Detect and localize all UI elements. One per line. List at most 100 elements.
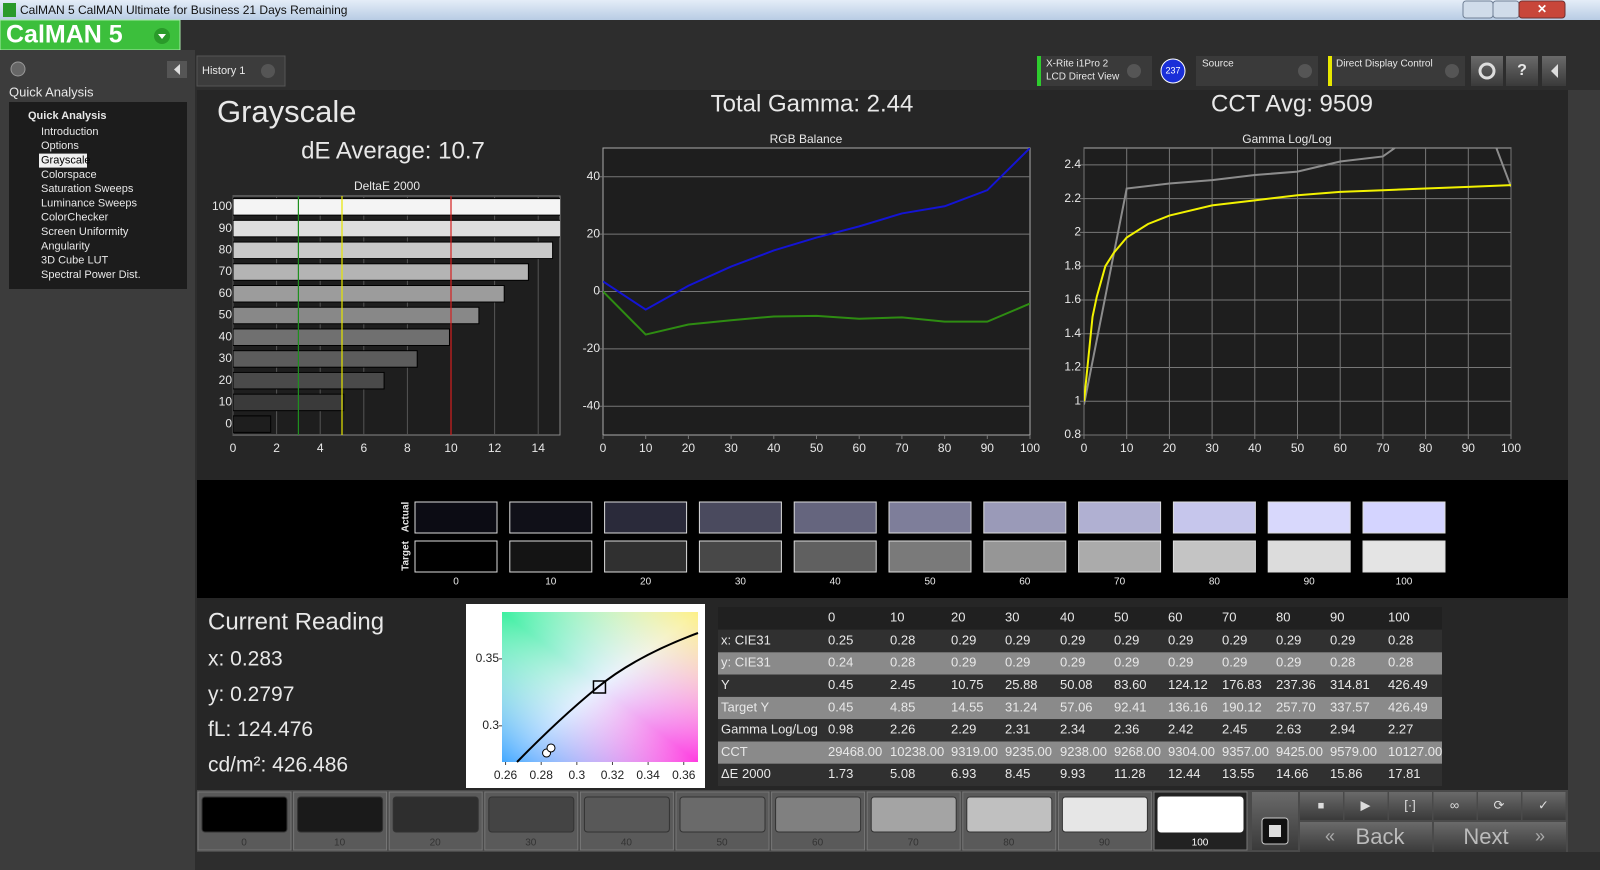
tree-item[interactable]: ColorChecker [41, 212, 109, 224]
control-button[interactable] [1300, 792, 1343, 820]
table-cell: 0.29 [1222, 632, 1247, 647]
x-tick-label: 14 [532, 441, 546, 455]
tree-item[interactable]: Options [41, 140, 79, 152]
x-tick-label: 0 [1081, 441, 1088, 455]
x-tick-label: 90 [981, 441, 995, 455]
add-tab[interactable] [261, 64, 275, 78]
control-icon: ✓ [1538, 797, 1549, 812]
control-button[interactable] [1344, 792, 1388, 820]
table-row [718, 719, 1442, 742]
table-cell: 9357.00 [1222, 744, 1269, 759]
control-button[interactable] [1433, 792, 1477, 820]
gear-icon [1478, 62, 1496, 80]
y-tick-label: 2.4 [1064, 157, 1081, 171]
y-tick-label: 0.8 [1064, 427, 1081, 441]
x-tick-label: 10 [639, 441, 653, 455]
table-cell: 9268.00 [1114, 744, 1161, 759]
level-swatch [297, 796, 384, 833]
display-label: Direct Display Control [1336, 59, 1433, 70]
table-cell: 15.86 [1330, 766, 1363, 781]
next-button[interactable] [1434, 822, 1566, 852]
table-cell: 25.88 [1005, 677, 1038, 692]
series-line [603, 148, 1030, 311]
table-cell: 2.45 [1222, 722, 1247, 737]
bar [233, 198, 560, 216]
row-label: Target Y [721, 699, 770, 714]
table-cell: 257.70 [1276, 699, 1316, 714]
tree-item[interactable]: Saturation Sweeps [41, 183, 134, 195]
table-cell: 314.81 [1330, 677, 1370, 692]
table-cell: 2.63 [1276, 722, 1301, 737]
swatch-label: 90 [1304, 577, 1316, 588]
y-tick-label: 10 [219, 395, 233, 409]
meter-dropdown[interactable] [1127, 64, 1141, 78]
source-selector[interactable] [1196, 56, 1318, 86]
settings-button[interactable] [1471, 56, 1503, 86]
tree-item[interactable]: Luminance Sweeps [41, 197, 138, 209]
level-label: 50 [716, 838, 728, 849]
table-cell: 0.29 [1005, 655, 1030, 670]
table-cell: 0.24 [828, 655, 853, 670]
tree-item[interactable]: Introduction [41, 126, 98, 138]
tree-item[interactable]: Angularity [41, 240, 90, 252]
table-cell: 0.28 [1388, 632, 1413, 647]
back-label: Back [1356, 824, 1406, 849]
table-cell: 0.45 [828, 699, 853, 714]
control-button[interactable] [1389, 792, 1432, 820]
actual-swatch [509, 501, 593, 534]
back-button[interactable] [1300, 822, 1432, 852]
level-swatch [775, 796, 862, 833]
source-dropdown[interactable] [1298, 64, 1312, 78]
logo-button[interactable] [0, 19, 181, 51]
row-label: Y [721, 677, 730, 692]
table-cell: 83.60 [1114, 677, 1147, 692]
table-cell: 0.98 [828, 722, 853, 737]
target-swatch [1078, 540, 1162, 573]
minimize-button[interactable] [1462, 0, 1494, 19]
table-cell: 31.24 [1005, 699, 1038, 714]
x-tick-label: 100 [1501, 441, 1521, 455]
tree-item[interactable]: Screen Uniformity [41, 226, 129, 238]
tree-item[interactable]: Grayscale [41, 155, 91, 167]
x-tick-label: 10 [444, 441, 458, 455]
tree-item[interactable]: 3D Cube LUT [41, 255, 109, 267]
sidebar-pin[interactable] [10, 61, 26, 77]
display-selector[interactable] [1328, 56, 1465, 86]
maximize-button[interactable] [1492, 0, 1520, 19]
x-tick-label: 100 [1020, 441, 1040, 455]
target-swatch [509, 540, 593, 573]
level-label: 90 [1099, 838, 1111, 849]
control-icon: ⟳ [1494, 797, 1505, 812]
close-button[interactable] [1518, 0, 1566, 19]
display-dropdown[interactable] [1445, 64, 1459, 78]
control-icon: [·] [1404, 797, 1416, 812]
bar [233, 350, 418, 368]
level-swatch [583, 796, 670, 833]
control-button[interactable] [1522, 792, 1566, 820]
row-label: Target [401, 540, 412, 570]
tree-item[interactable]: Colorspace [41, 169, 97, 181]
row-label: y: CIE31 [721, 655, 771, 670]
help-button[interactable] [1506, 56, 1538, 86]
table-cell: 17.81 [1388, 766, 1421, 781]
tree-item[interactable]: Spectral Power Dist. [41, 269, 141, 281]
actual-swatch [1267, 501, 1351, 534]
reading-line: cd/m²: 426.486 [208, 753, 348, 776]
x-tick-label: 6 [360, 441, 367, 455]
tree-root[interactable]: Quick Analysis [28, 110, 106, 122]
actual-swatch [1172, 501, 1256, 534]
control-button[interactable] [1478, 792, 1521, 820]
cct-average: CCT Avg: 9509 [1211, 90, 1373, 117]
table-cell: 9579.00 [1330, 744, 1377, 759]
swatch-label: 80 [1209, 577, 1221, 588]
window-title: CalMAN 5 CalMAN Ultimate for Business 21… [20, 3, 347, 17]
x-tick-label: 0 [600, 441, 607, 455]
chart-title: Gamma Log/Log [1242, 132, 1331, 146]
target-swatch [1362, 540, 1446, 573]
meter-name: X-Rite i1Pro 2 [1046, 59, 1109, 70]
level-label: 30 [525, 838, 537, 849]
level-label: 60 [812, 838, 824, 849]
bar [233, 219, 560, 238]
row-label: ΔE 2000 [721, 766, 771, 781]
swatch-label: 70 [1114, 577, 1126, 588]
